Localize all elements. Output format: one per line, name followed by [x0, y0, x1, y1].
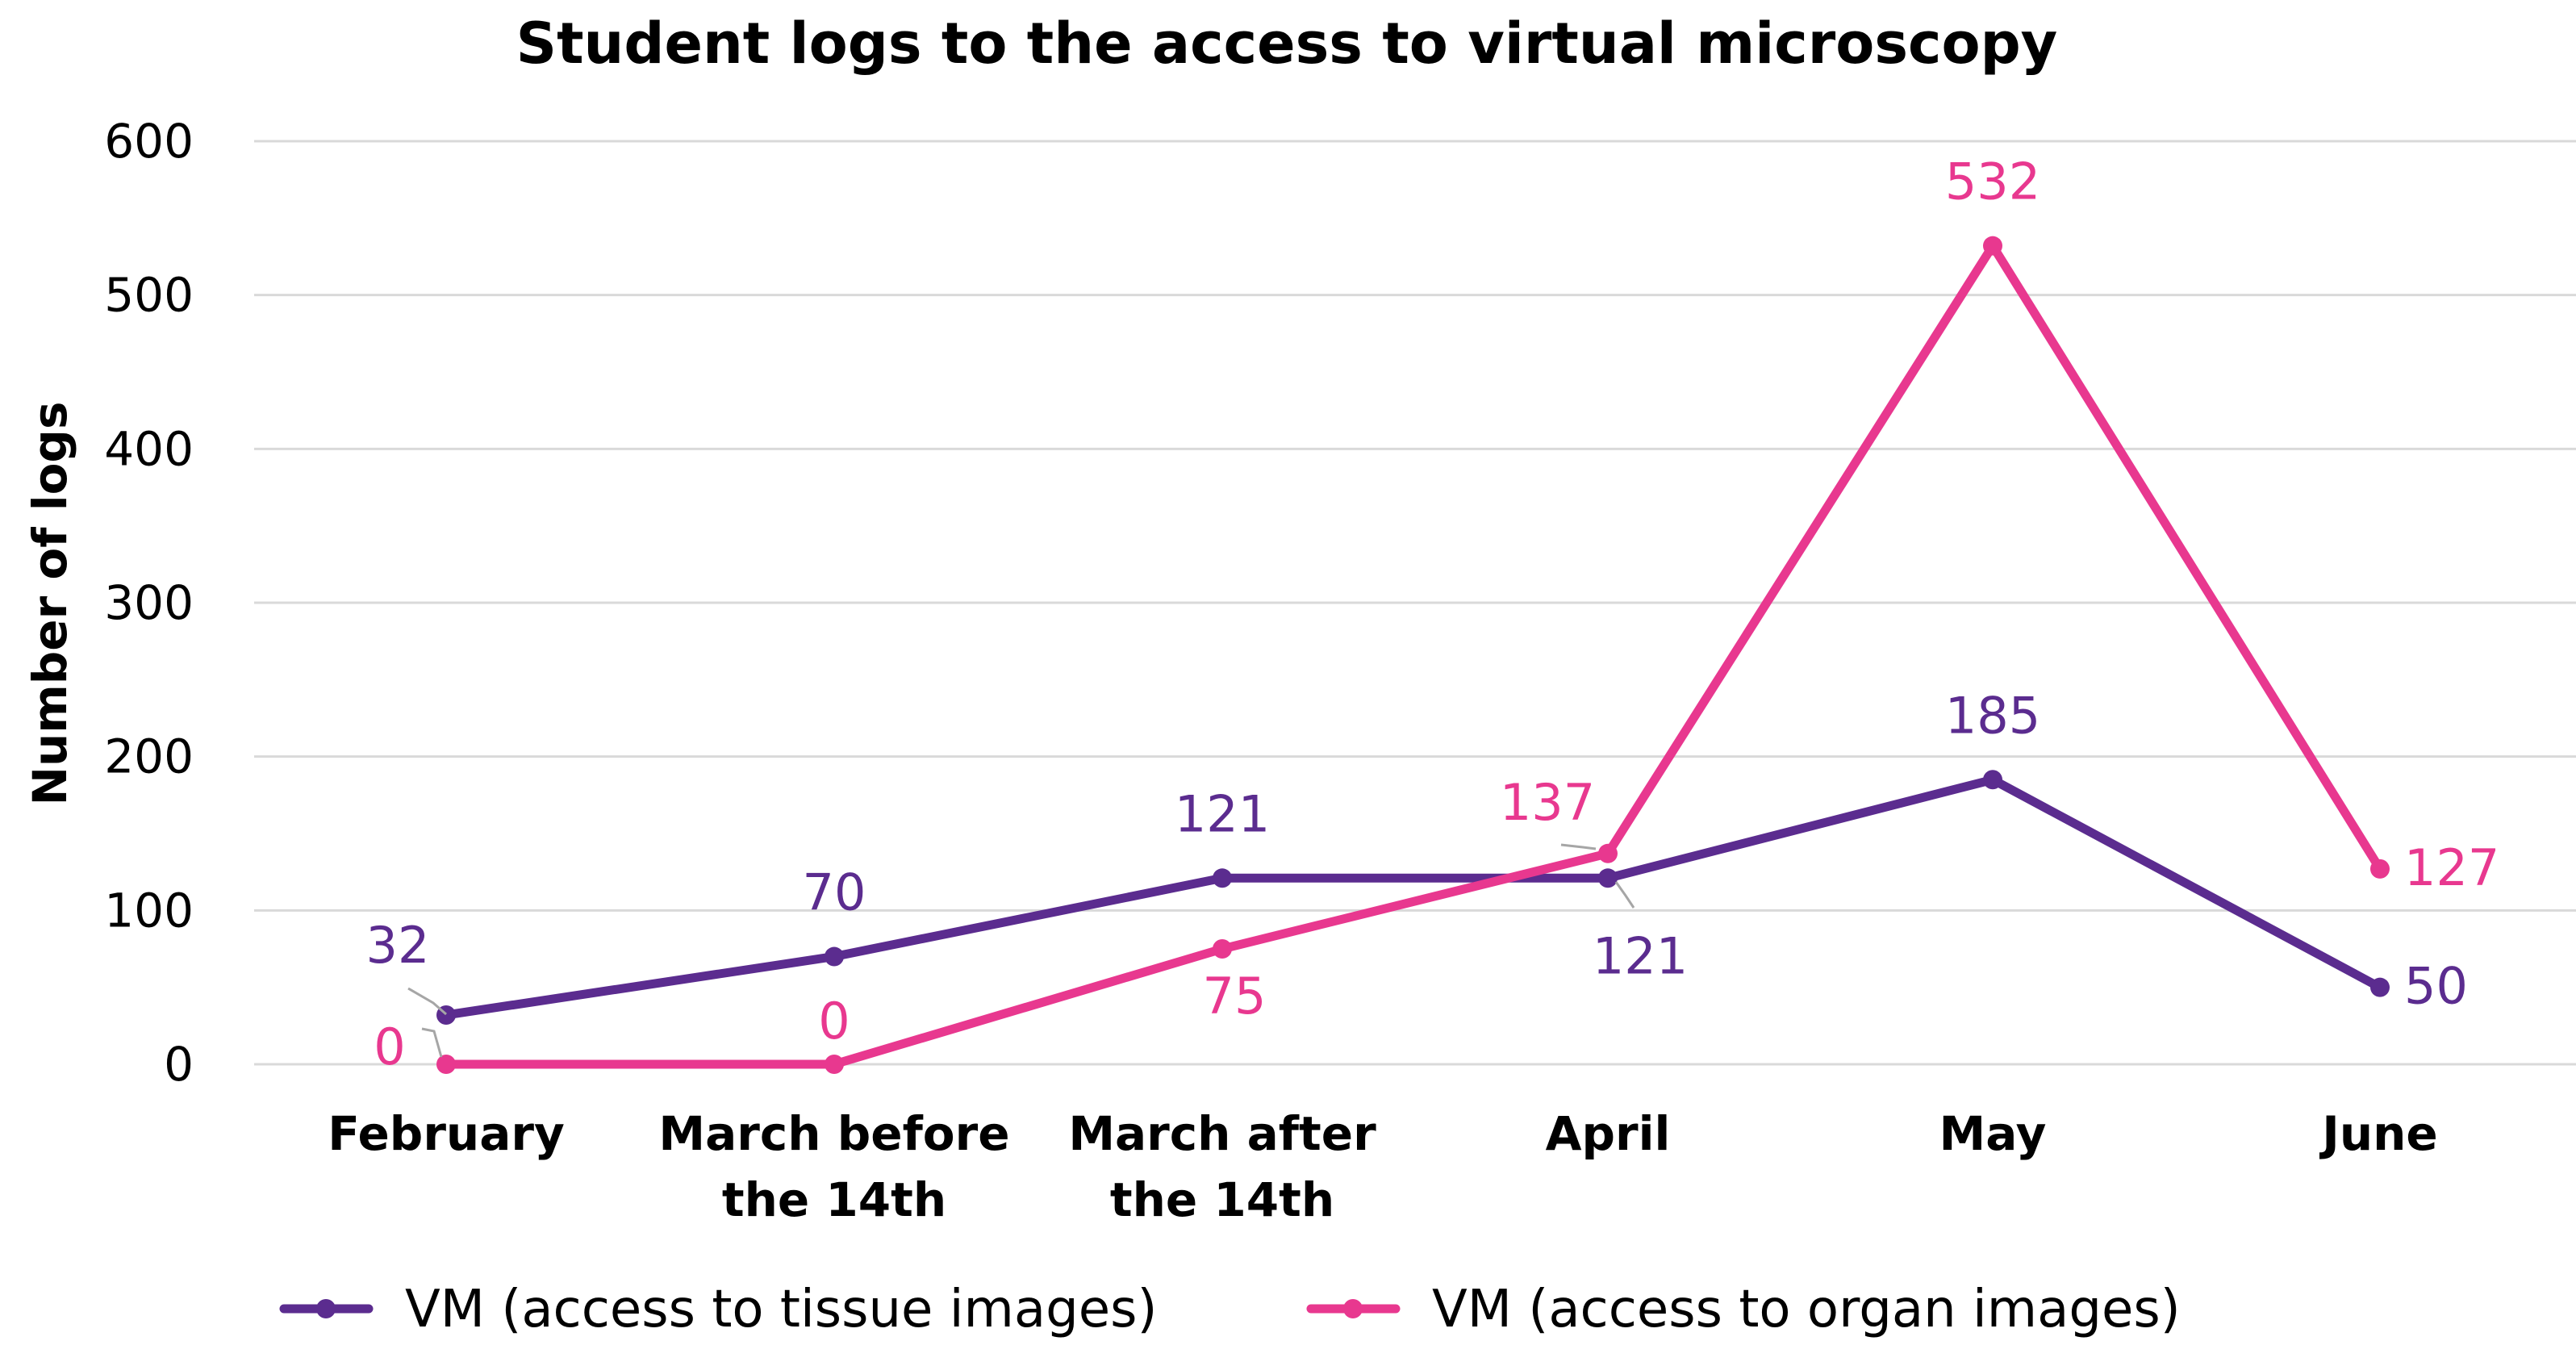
data-point-tissue-4 [1983, 770, 2002, 790]
y-tick-label-300: 300 [104, 575, 194, 630]
data-label-organ-5: 127 [2404, 838, 2499, 897]
x-tick-label-line: June [2319, 1106, 2438, 1161]
y-axis-label: Number of logs [23, 402, 77, 806]
legend-label-organ: VM (access to organ images) [1432, 1280, 2181, 1339]
data-labels: 32 70 121 121 185 50 0 0 75 137 532 127 [366, 152, 2500, 1076]
label-leader-lines [407, 843, 1635, 1058]
legend: VM (access to tissue images) VM (access t… [279, 1280, 2181, 1339]
y-tick-label-100: 100 [104, 883, 194, 938]
x-tick-label-line: the 14th [1110, 1172, 1334, 1227]
x-tick-label-line: February [328, 1106, 565, 1161]
x-tick-label-5: June [2319, 1106, 2438, 1161]
series-line-organ [441, 241, 2385, 1069]
y-tick-label-400: 400 [104, 421, 194, 476]
x-tick-label-3: April [1546, 1106, 1671, 1161]
data-label-tissue-5: 50 [2404, 957, 2468, 1016]
x-axis-ticks: February March before the 14th March after t… [328, 1106, 2438, 1227]
leader-line-organ-april [1560, 843, 1597, 850]
data-point-organ-3 [1598, 843, 1618, 863]
x-tick-label-1: March before the 14th [658, 1106, 1009, 1227]
data-point-organ-2 [1213, 939, 1232, 959]
data-point-organ-4 [1983, 236, 2002, 256]
x-tick-label-4: May [1939, 1106, 2047, 1161]
data-label-organ-2: 75 [1203, 967, 1267, 1026]
data-label-organ-0: 0 [374, 1017, 405, 1076]
data-label-organ-4: 532 [1945, 152, 2040, 211]
chart-title: Student logs to the access to virtual mi… [516, 10, 2058, 77]
data-label-organ-3: 137 [1500, 773, 1595, 832]
data-point-organ-0 [436, 1055, 456, 1074]
data-label-tissue-1: 70 [803, 863, 866, 922]
legend-swatch-marker-organ [1343, 1299, 1363, 1318]
leader-line-organ-february [421, 1027, 443, 1058]
y-tick-label-500: 500 [104, 268, 194, 323]
x-tick-label-0: February [328, 1106, 565, 1161]
leader-line-tissue-april [1614, 881, 1635, 909]
x-tick-label-line: May [1939, 1106, 2047, 1161]
series-lines [436, 236, 2390, 1074]
x-tick-label-line: March before [658, 1106, 1009, 1161]
y-axis-ticks: 0 100 200 300 400 500 600 [104, 114, 194, 1092]
legend-label-tissue: VM (access to tissue images) [405, 1280, 1157, 1339]
series-line-tissue [441, 775, 2385, 1020]
data-point-organ-5 [2370, 859, 2390, 879]
x-tick-label-line: March after [1068, 1106, 1376, 1161]
leader-line-tissue-february [407, 987, 447, 1016]
data-label-organ-1: 0 [818, 992, 850, 1051]
data-point-tissue-2 [1213, 868, 1232, 888]
data-label-tissue-3: 121 [1593, 926, 1688, 985]
x-tick-label-line: April [1546, 1106, 1671, 1161]
y-tick-label-200: 200 [104, 729, 194, 784]
data-point-organ-1 [825, 1055, 844, 1074]
data-label-tissue-4: 185 [1945, 686, 2040, 745]
data-point-tissue-3 [1598, 868, 1618, 888]
x-tick-label-2: March after the 14th [1068, 1106, 1376, 1227]
gridlines [254, 140, 2576, 1066]
y-tick-label-0: 0 [164, 1037, 194, 1092]
data-point-tissue-1 [825, 946, 844, 967]
y-tick-label-600: 600 [104, 114, 194, 169]
data-label-tissue-0: 32 [366, 916, 430, 975]
legend-swatch-marker-tissue [316, 1299, 336, 1318]
data-label-tissue-2: 121 [1175, 784, 1270, 843]
data-point-tissue-5 [2370, 977, 2390, 997]
x-tick-label-line: the 14th [722, 1172, 946, 1227]
